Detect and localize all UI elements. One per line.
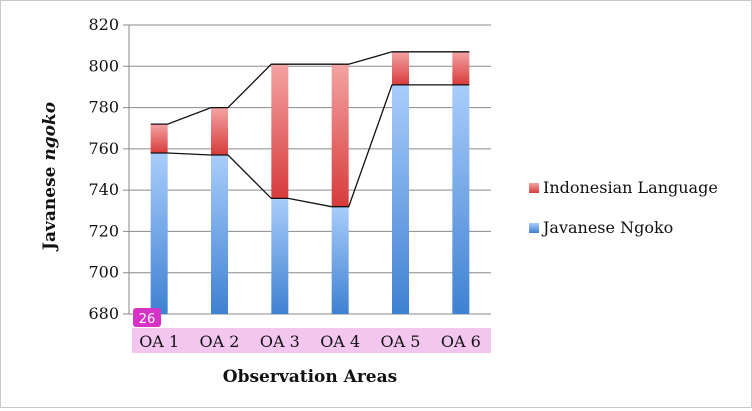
bar-indonesian-language-oa-1: [150, 124, 168, 153]
bars: [150, 51, 470, 314]
y-tick-labels: 680 700 720 740 760 780 800 820: [88, 15, 119, 323]
y-axis-title: Javanese ngoko: [40, 102, 60, 252]
bar-indonesian-language-oa-5: [392, 51, 409, 85]
y-tick-label-820: 820: [88, 15, 119, 34]
annotation-badge: [133, 308, 161, 327]
bar-indonesian-language-oa-3: [271, 64, 289, 199]
bar-javanese-ngoko-oa-5: [392, 84, 409, 314]
connector-lines: [150, 51, 470, 208]
legend-label-javanese-ngoko: Javanese Ngoko: [541, 218, 673, 237]
x-tick-labels: OA 1 OA 2 OA 3 OA 4 OA 5 OA 6: [139, 332, 481, 351]
y-tick-label-760: 760: [88, 139, 119, 158]
y-tick-label-720: 720: [88, 221, 119, 240]
x-tick-label-oa-3: OA 3: [260, 332, 300, 351]
bar-javanese-ngoko-oa-3: [271, 198, 289, 314]
x-tick-label-oa-6: OA 6: [441, 332, 481, 351]
bar-javanese-ngoko-oa-2: [211, 155, 228, 314]
legend-swatch-indonesian-language: [529, 183, 539, 193]
y-tick-label-680: 680: [88, 304, 119, 323]
y-axis-title-prefix: Javanese: [40, 161, 60, 252]
legend-label-indonesian-language: Indonesian Language: [543, 178, 718, 197]
y-tick-label-800: 800: [88, 56, 119, 75]
y-tick-label-740: 740: [88, 180, 119, 199]
bar-indonesian-language-oa-2: [211, 107, 228, 156]
series-line-indonesian-language: [150, 51, 470, 125]
bar-indonesian-language-oa-4: [331, 64, 349, 207]
series-line-javanese-ngoko: [150, 84, 470, 208]
y-tick-label-780: 780: [88, 98, 119, 117]
x-tick-label-oa-5: OA 5: [381, 332, 421, 351]
y-tick-label-700: 700: [88, 263, 119, 282]
legend-swatch-javanese-ngoko: [529, 223, 539, 233]
annotation-badge-text: 26: [139, 312, 156, 327]
x-axis-title: Observation Areas: [223, 367, 397, 387]
bar-javanese-ngoko-oa-4: [331, 206, 349, 314]
bar-javanese-ngoko-oa-1: [150, 152, 168, 314]
x-tick-label-oa-4: OA 4: [320, 332, 360, 351]
x-label-highlights: [132, 328, 491, 353]
gridlines: [123, 24, 491, 315]
y-axis-title-emphasis: ngoko: [40, 102, 60, 161]
x-tick-label-oa-1: OA 1: [139, 332, 179, 351]
legend: Indonesian Language Javanese Ngoko: [529, 178, 718, 237]
x-label-highlight: [132, 328, 491, 353]
x-tick-label-oa-2: OA 2: [200, 332, 240, 351]
bar-javanese-ngoko-oa-6: [452, 84, 470, 314]
bar-indonesian-language-oa-6: [452, 51, 470, 85]
